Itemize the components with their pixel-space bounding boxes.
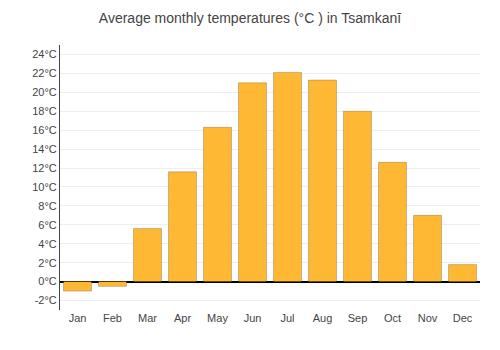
svg-text:8°C: 8°C — [38, 200, 57, 212]
svg-text:Dec: Dec — [453, 312, 473, 324]
svg-text:Jun: Jun — [244, 312, 262, 324]
svg-text:22°C: 22°C — [32, 67, 57, 79]
svg-text:-2°C: -2°C — [35, 294, 57, 306]
svg-text:2°C: 2°C — [38, 257, 57, 269]
svg-text:Feb: Feb — [103, 312, 122, 324]
svg-text:Jul: Jul — [280, 312, 294, 324]
svg-text:18°C: 18°C — [32, 105, 57, 117]
svg-text:May: May — [207, 312, 228, 324]
svg-text:Average monthly temperatures (: Average monthly temperatures (°C ) in Ts… — [99, 10, 401, 26]
svg-text:Oct: Oct — [384, 312, 401, 324]
svg-text:24°C: 24°C — [32, 48, 57, 60]
svg-text:10°C: 10°C — [32, 181, 57, 193]
svg-text:4°C: 4°C — [38, 238, 57, 250]
svg-text:14°C: 14°C — [32, 143, 57, 155]
svg-text:12°C: 12°C — [32, 162, 57, 174]
svg-text:Aug: Aug — [313, 312, 333, 324]
svg-text:Apr: Apr — [174, 312, 191, 324]
svg-text:6°C: 6°C — [38, 219, 57, 231]
svg-text:Nov: Nov — [418, 312, 438, 324]
svg-text:20°C: 20°C — [32, 86, 57, 98]
svg-text:16°C: 16°C — [32, 124, 57, 136]
svg-text:Jan: Jan — [69, 312, 87, 324]
svg-text:0°C: 0°C — [38, 275, 57, 287]
svg-text:Sep: Sep — [348, 312, 368, 324]
svg-text:Mar: Mar — [138, 312, 157, 324]
